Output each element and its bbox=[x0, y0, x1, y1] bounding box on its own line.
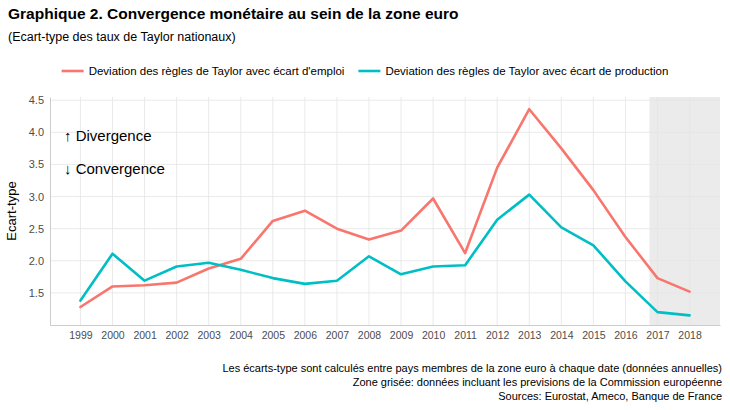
x-grid-line bbox=[625, 97, 626, 325]
x-tick: 2006 bbox=[294, 325, 318, 341]
y-tick-label: 1.5 bbox=[29, 287, 44, 299]
x-tick: 2016 bbox=[614, 325, 638, 341]
chart: Graphique 2. Convergence monétaire au se… bbox=[0, 0, 730, 410]
y-tick: 2.5 bbox=[29, 223, 50, 235]
legend: Deviation des règles de Taylor avec écar… bbox=[62, 65, 669, 77]
x-tick-label: 2001 bbox=[133, 329, 157, 341]
y-axis: 1.5 2.0 2.5 3.0 3.5 4.0 4.5 bbox=[29, 94, 51, 325]
legend-label: Deviation des règles de Taylor avec écar… bbox=[89, 65, 345, 77]
x-tick: 2001 bbox=[133, 325, 157, 341]
x-grid-line bbox=[593, 97, 594, 325]
x-tick-label: 2000 bbox=[101, 329, 125, 341]
y-grid-line bbox=[50, 260, 720, 261]
x-tick-label: 2003 bbox=[198, 329, 222, 341]
legend-item: Deviation des règles de Taylor avec écar… bbox=[62, 65, 345, 77]
series-line bbox=[80, 109, 689, 307]
x-tick: 2011 bbox=[454, 325, 477, 341]
x-grid-line bbox=[368, 97, 369, 325]
x-grid-line bbox=[272, 97, 273, 325]
y-tick-label: 4.5 bbox=[29, 94, 44, 106]
x-tick: 2004 bbox=[230, 325, 254, 341]
x-tick: 2003 bbox=[198, 325, 222, 341]
y-axis-line bbox=[50, 98, 51, 326]
x-grid-line bbox=[433, 97, 434, 325]
title: Graphique 2. Convergence monétaire au se… bbox=[8, 5, 458, 22]
x-tick: 2008 bbox=[358, 325, 382, 341]
x-tick-label: 2004 bbox=[230, 329, 254, 341]
x-tick-label: 2006 bbox=[294, 329, 318, 341]
y-tick: 3.0 bbox=[29, 191, 50, 203]
x-tick: 2018 bbox=[678, 325, 702, 341]
x-axis-line bbox=[51, 325, 721, 326]
note: Sources: Eurostat, Ameco, Banque de Fran… bbox=[498, 390, 722, 402]
grid bbox=[50, 97, 720, 325]
x-grid-line bbox=[401, 97, 402, 325]
legend-item: Deviation des règles de Taylor avec écar… bbox=[358, 65, 668, 77]
x-tick-label: 1999 bbox=[69, 329, 93, 341]
x-tick-label: 2012 bbox=[486, 329, 510, 341]
x-tick-label: 2017 bbox=[646, 329, 670, 341]
series-line bbox=[80, 195, 689, 316]
x-tick-label: 2005 bbox=[262, 329, 286, 341]
y-tick-label: 3.5 bbox=[29, 158, 44, 170]
annotation: ↓ Convergence bbox=[64, 160, 165, 177]
x-tick-label: 2007 bbox=[326, 329, 350, 341]
legend-key bbox=[62, 70, 84, 73]
x-tick-label: 2016 bbox=[614, 329, 638, 341]
y-tick: 2.0 bbox=[29, 255, 50, 267]
x-tick: 2005 bbox=[262, 325, 286, 341]
y-tick: 1.5 bbox=[29, 287, 50, 299]
note: Les écarts-type sont calculés entre pays… bbox=[222, 362, 722, 374]
legend-label: Deviation des règles de Taylor avec écar… bbox=[385, 65, 668, 77]
y-tick-label: 2.5 bbox=[29, 223, 44, 235]
x-tick: 2017 bbox=[646, 325, 670, 341]
x-grid-line bbox=[336, 97, 337, 325]
note: Zone grisée: données incluant les previs… bbox=[353, 376, 722, 388]
x-grid-line bbox=[529, 97, 530, 325]
x-tick: 2015 bbox=[582, 325, 606, 341]
x-tick: 2010 bbox=[422, 325, 446, 341]
y-tick: 4.5 bbox=[29, 94, 50, 106]
y-axis-title: Ecart-type bbox=[4, 181, 19, 240]
y-tick-label: 3.0 bbox=[29, 191, 44, 203]
x-grid-line bbox=[657, 97, 658, 325]
legend-key bbox=[358, 70, 380, 73]
x-tick-label: 2018 bbox=[678, 329, 702, 341]
annotation: ↑ Divergence bbox=[64, 127, 152, 144]
x-tick-label: 2011 bbox=[454, 329, 477, 341]
y-tick-label: 4.0 bbox=[29, 126, 44, 138]
x-tick-label: 2009 bbox=[390, 329, 414, 341]
x-grid-line bbox=[208, 97, 209, 325]
x-tick-label: 2008 bbox=[358, 329, 382, 341]
x-tick: 2014 bbox=[550, 325, 574, 341]
x-tick: 2000 bbox=[101, 325, 125, 341]
x-tick: 2002 bbox=[165, 325, 189, 341]
x-grid-line bbox=[465, 97, 466, 325]
x-tick: 1999 bbox=[69, 325, 93, 341]
y-grid-line bbox=[50, 196, 720, 197]
x-tick-label: 2015 bbox=[582, 329, 606, 341]
x-tick-label: 2002 bbox=[165, 329, 189, 341]
x-grid-line bbox=[240, 97, 241, 325]
x-tick: 2012 bbox=[486, 325, 510, 341]
x-grid-line bbox=[497, 97, 498, 325]
x-tick-label: 2013 bbox=[518, 329, 542, 341]
y-tick: 3.5 bbox=[29, 158, 50, 170]
y-grid-line bbox=[50, 100, 720, 101]
x-grid-line bbox=[561, 97, 562, 325]
x-axis: 1999 2000 2001 2002 2003 2004 2005 2006 2007 2008… bbox=[51, 325, 721, 341]
x-tick: 2013 bbox=[518, 325, 542, 341]
x-tick: 2007 bbox=[326, 325, 350, 341]
y-tick: 4.0 bbox=[29, 126, 50, 138]
x-grid-line bbox=[176, 97, 177, 325]
subtitle: (Ecart-type des taux de Taylor nationaux… bbox=[8, 30, 236, 44]
y-tick-label: 2.0 bbox=[29, 255, 44, 267]
plot-area bbox=[50, 97, 720, 325]
y-grid-line bbox=[50, 292, 720, 293]
x-tick-label: 2014 bbox=[550, 329, 574, 341]
x-tick: 2009 bbox=[390, 325, 414, 341]
x-tick-label: 2010 bbox=[422, 329, 446, 341]
